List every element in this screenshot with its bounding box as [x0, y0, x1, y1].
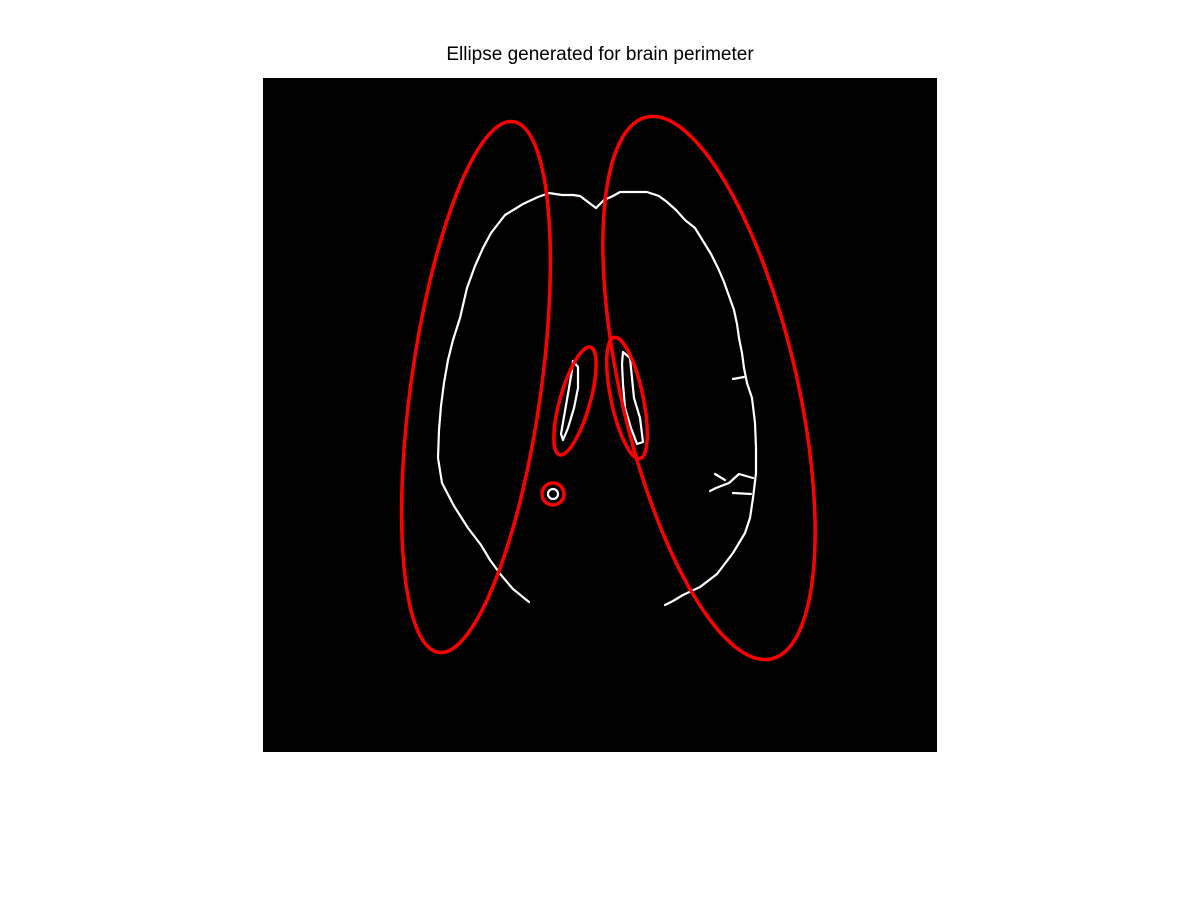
left-ventricle-outline [559, 359, 580, 442]
right-ventricle-outline [620, 350, 645, 446]
brain-perimeter-right [594, 190, 758, 607]
ellipse-left-hemisphere [399, 119, 553, 655]
brain-edge-outline [436, 190, 758, 607]
ellipse-left-ventricle [552, 345, 598, 457]
figure-title: Ellipse generated for brain perimeter [446, 44, 754, 65]
ellipse-right-hemisphere [601, 114, 817, 662]
right-sulcus-upper [731, 375, 746, 381]
image-background [263, 78, 937, 752]
right-sulcus-lower [708, 472, 755, 496]
small-round-structure [546, 487, 560, 501]
brain-edge-image [263, 78, 937, 752]
fitted-ellipses [399, 114, 817, 662]
ellipse-small-structure [540, 481, 566, 507]
ellipse-right-ventricle [604, 335, 650, 461]
brain-perimeter-left [436, 191, 598, 604]
